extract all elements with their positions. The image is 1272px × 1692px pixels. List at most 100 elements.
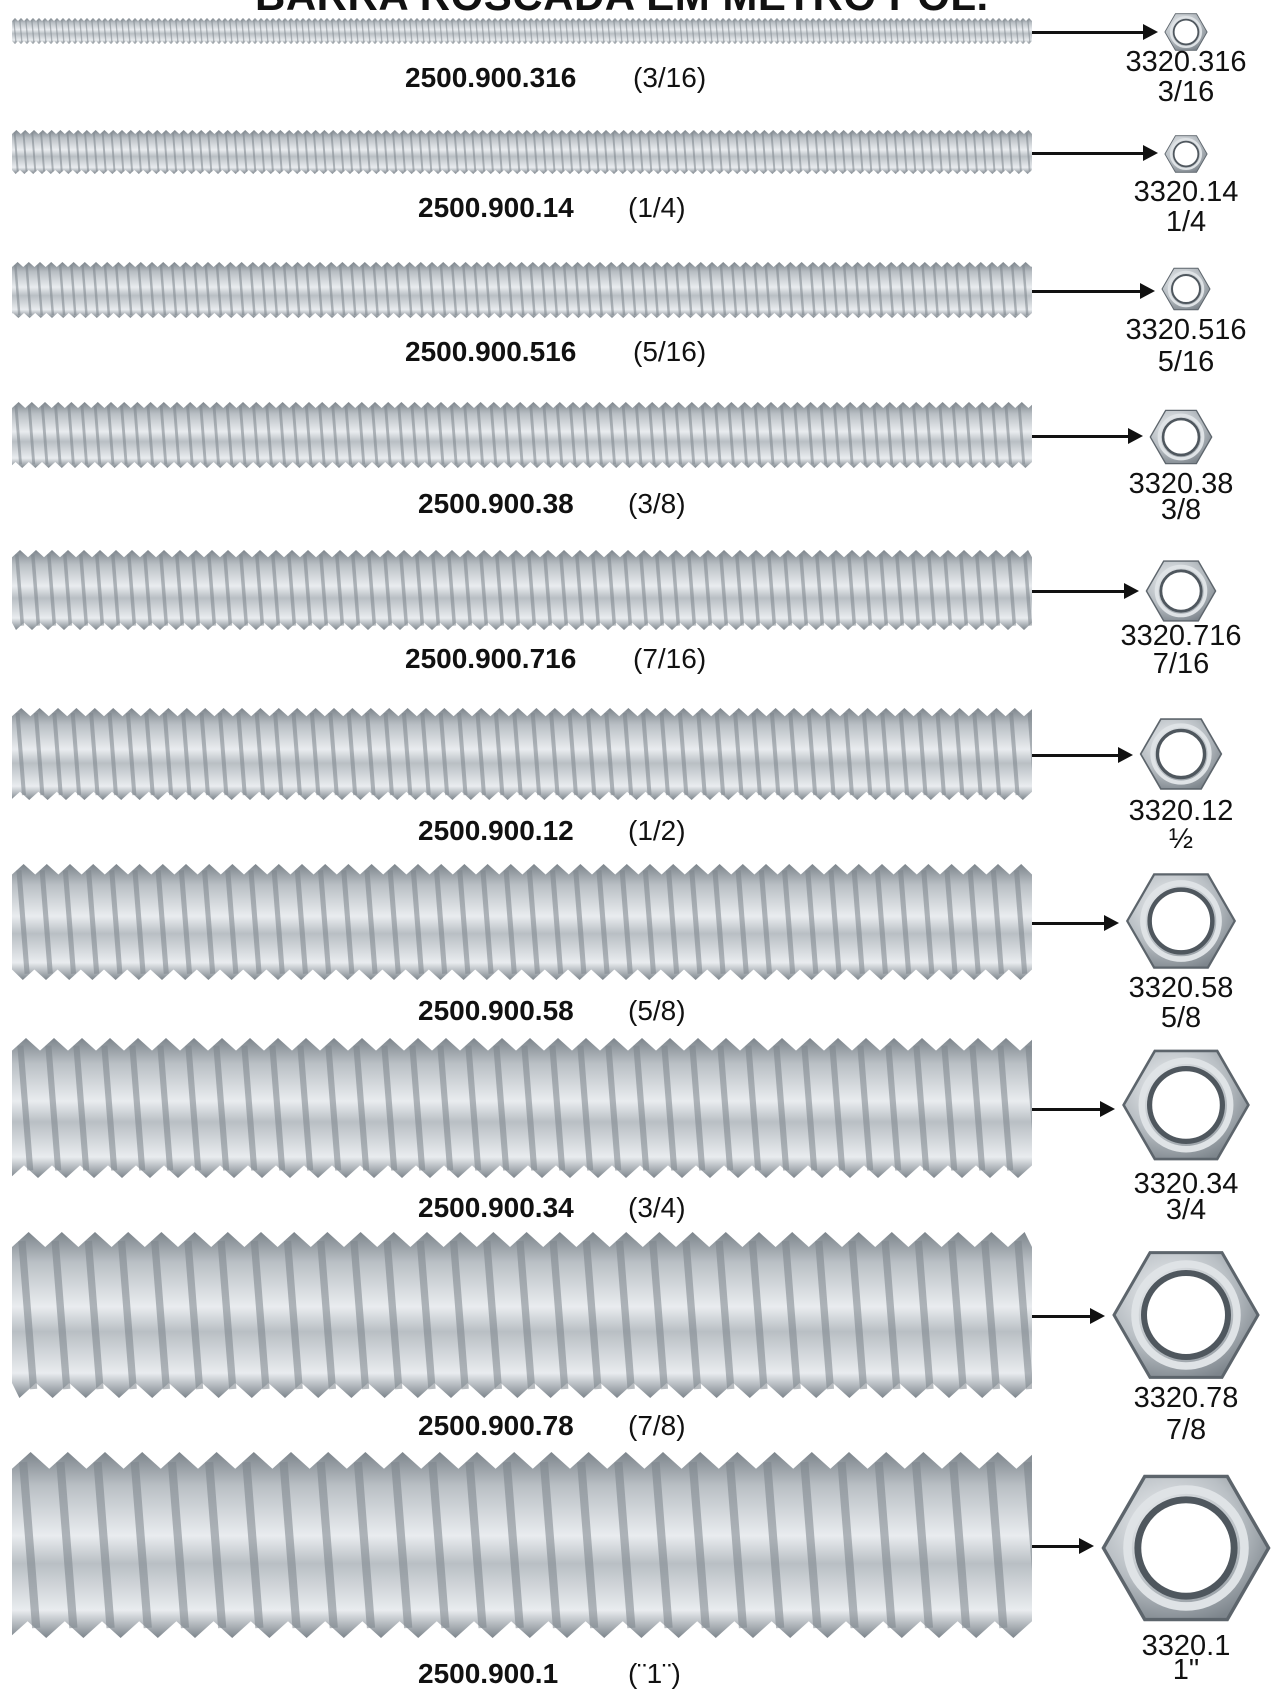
threaded-rod-image <box>12 262 1032 318</box>
nut-size-label: 7/8 <box>1165 1414 1207 1446</box>
nut-bore <box>1134 1496 1238 1600</box>
rod-code-label: 2500.900.14 <box>418 192 574 223</box>
hex-nut-icon <box>1125 873 1237 969</box>
rod-size-label: (7/16) <box>633 643 707 674</box>
hex-nut-icon <box>1145 560 1217 622</box>
nut-code-label: 3320.716 <box>1120 620 1242 652</box>
nut-size-label: 3/8 <box>1160 494 1202 526</box>
nut-size-label: 1" <box>1172 1654 1200 1686</box>
nut-bore <box>1147 1066 1225 1144</box>
nut-chamfer <box>1150 723 1212 785</box>
threaded-rod-image <box>12 130 1032 174</box>
nut-chamfer <box>1131 1260 1241 1370</box>
rod-threads <box>13 19 1031 43</box>
threaded-rod-image <box>12 864 1032 980</box>
nut-bore <box>1171 274 1201 304</box>
nut-size-label: 3/16 <box>1157 76 1215 108</box>
rod-threads <box>18 1240 1032 1390</box>
hex-nut-image <box>1139 712 1223 796</box>
hex-nut-icon <box>1164 135 1208 173</box>
pointer-arrow <box>1032 747 1133 763</box>
nut-code-label: 3320.78 <box>1133 1382 1239 1414</box>
threaded-rod-image <box>12 1452 1032 1638</box>
nut-size-label: 5/8 <box>1160 1002 1202 1034</box>
rod-threads <box>19 1461 1032 1629</box>
pointer-arrow <box>1032 428 1143 444</box>
hex-nut-icon <box>1122 1049 1250 1161</box>
nut-chamfer <box>1157 413 1205 461</box>
pointer-arrow <box>1032 283 1155 299</box>
rod-code-label: 2500.900.716 <box>405 643 577 674</box>
nut-bore <box>1172 18 1200 46</box>
hex-nut-image <box>1121 1040 1251 1170</box>
nut-chamfer <box>1123 1485 1249 1611</box>
rod-body <box>12 550 1032 630</box>
rod-code-label: 2500.900.58 <box>418 995 574 1026</box>
pointer-arrow <box>1032 1538 1094 1554</box>
threaded-rod-image <box>12 708 1032 800</box>
hex-nut-icon <box>1161 267 1211 311</box>
rod-size-label: (5/8) <box>628 995 686 1026</box>
hex-nut-image <box>1149 405 1213 469</box>
threaded-rod-image <box>12 18 1032 44</box>
nut-bore <box>1172 140 1200 168</box>
rod-code-label: 2500.900.78 <box>418 1410 574 1441</box>
pointer-arrow <box>1032 583 1139 599</box>
pointer-arrow <box>1032 1308 1105 1324</box>
hex-nut-image <box>1164 10 1208 54</box>
nut-bore <box>1159 569 1203 613</box>
nut-code-label: 3320.1 <box>1141 1630 1231 1662</box>
pointer-arrow <box>1032 145 1158 161</box>
pointer-arrow <box>1032 1101 1115 1117</box>
catalog-title: BARRA ROSCADA EM METRO POL. <box>255 0 989 20</box>
hex-nut-icon <box>1112 1251 1260 1379</box>
nut-code-label: 3320.14 <box>1133 176 1239 208</box>
rod-threads <box>13 132 1031 172</box>
threaded-rod-graphic <box>12 402 1032 468</box>
nut-size-label: 1/4 <box>1165 206 1207 238</box>
threaded-rod-graphic <box>12 1452 1032 1638</box>
nut-size-label: ½ <box>1168 823 1194 855</box>
rod-threads <box>17 1045 1032 1171</box>
rod-size-label: (3/8) <box>628 488 686 519</box>
threaded-rod-graphic <box>12 708 1032 800</box>
nut-code-label: 3320.38 <box>1128 468 1234 500</box>
rod-size-label: (7/8) <box>628 1410 686 1441</box>
hex-nut-image <box>1111 1240 1261 1390</box>
hex-nut-icon <box>1149 409 1213 465</box>
hex-nut-image <box>1145 555 1217 627</box>
rod-size-label: (¨1¨) <box>628 1658 681 1689</box>
nut-chamfer <box>1154 564 1208 618</box>
rod-size-label: (1/2) <box>628 815 686 846</box>
nut-chamfer <box>1138 1057 1234 1153</box>
rod-size-label: (5/16) <box>633 336 707 367</box>
rod-size-label: (3/4) <box>628 1192 686 1223</box>
rod-body <box>12 864 1032 980</box>
nut-code-label: 3320.34 <box>1133 1168 1239 1200</box>
nut-code-label: 3320.58 <box>1128 972 1234 1004</box>
rod-code-label: 2500.900.34 <box>418 1192 574 1223</box>
hex-nut-image <box>1161 264 1211 314</box>
rod-size-label: (3/16) <box>633 62 707 93</box>
threaded-rod-graphic <box>12 130 1032 174</box>
hex-nut-image <box>1164 132 1208 176</box>
hex-nut-image <box>1100 1462 1272 1634</box>
rod-code-label: 2500.900.516 <box>405 336 577 367</box>
threaded-rod-graphic <box>12 1232 1032 1398</box>
threaded-rod-graphic <box>12 18 1032 44</box>
rod-threads <box>15 712 1032 796</box>
rod-threads <box>15 554 1032 626</box>
rod-code-label: 2500.900.1 <box>418 1658 559 1689</box>
threaded-rod-image <box>12 1038 1032 1178</box>
threaded-rod-graphic <box>12 262 1032 318</box>
nut-bore <box>1141 1270 1231 1360</box>
threaded-rod-graphic <box>12 864 1032 980</box>
nut-chamfer <box>1169 15 1203 49</box>
pointer-arrow <box>1032 915 1119 931</box>
threaded-rod-image <box>12 1232 1032 1398</box>
nut-chamfer <box>1167 270 1205 308</box>
rod-code-label: 2500.900.38 <box>418 488 574 519</box>
rod-code-label: 2500.900.316 <box>405 62 577 93</box>
nut-chamfer <box>1140 880 1222 962</box>
threaded-rod-image <box>12 402 1032 468</box>
